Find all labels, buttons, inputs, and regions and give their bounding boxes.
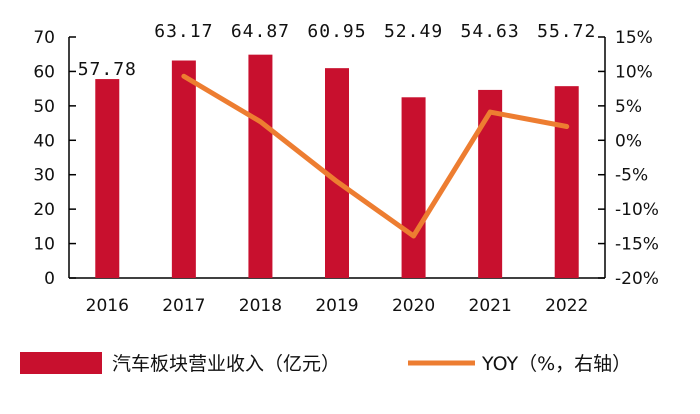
right-tick-label: -5%	[615, 166, 648, 186]
bar-2018	[248, 55, 272, 278]
x-tick-label: 2017	[162, 296, 205, 316]
left-tick-label: 20	[33, 200, 55, 220]
legend-label-bar: 汽车板块营业收入（亿元）	[112, 353, 340, 375]
right-tick-label: -20%	[615, 269, 659, 289]
bar-2021	[478, 90, 502, 278]
bar-2016	[95, 79, 119, 278]
left-tick-label: 10	[33, 235, 55, 255]
left-tick-label: 0	[44, 269, 55, 289]
right-tick-label: 0%	[615, 131, 642, 151]
bar-2022	[555, 86, 579, 278]
x-tick-label: 2018	[239, 296, 282, 316]
right-tick-label: -10%	[615, 200, 659, 220]
legend-swatch-bar	[20, 352, 102, 374]
x-tick-label: 2016	[86, 296, 129, 316]
data-label-2021: 54.63	[461, 21, 520, 42]
x-tick-label: 2019	[315, 296, 358, 316]
left-tick-label: 40	[33, 131, 55, 151]
bar-2020	[402, 97, 426, 278]
data-label-2022: 55.72	[537, 21, 596, 42]
legend-label-line: YOY（%，右轴）	[481, 353, 631, 375]
data-label-2017: 63.17	[154, 21, 213, 42]
left-tick-label: 30	[33, 166, 55, 186]
data-label-2019: 60.95	[307, 21, 366, 42]
data-label-2016: 57.78	[78, 59, 137, 80]
left-tick-label: 50	[33, 97, 55, 117]
right-tick-label: 15%	[615, 28, 653, 48]
yoy-line	[184, 76, 567, 236]
x-tick-label: 2022	[545, 296, 588, 316]
bar-2017	[172, 61, 196, 278]
left-tick-label: 70	[33, 28, 55, 48]
right-tick-label: 5%	[615, 97, 642, 117]
x-tick-label: 2021	[469, 296, 512, 316]
left-tick-label: 60	[33, 62, 55, 82]
data-label-2018: 64.87	[231, 21, 290, 42]
x-tick-label: 2020	[392, 296, 435, 316]
right-tick-label: -15%	[615, 235, 659, 255]
data-label-2020: 52.49	[384, 21, 443, 42]
legend: 汽车板块营业收入（亿元） YOY（%，右轴）	[20, 352, 631, 375]
right-tick-label: 10%	[615, 62, 653, 82]
